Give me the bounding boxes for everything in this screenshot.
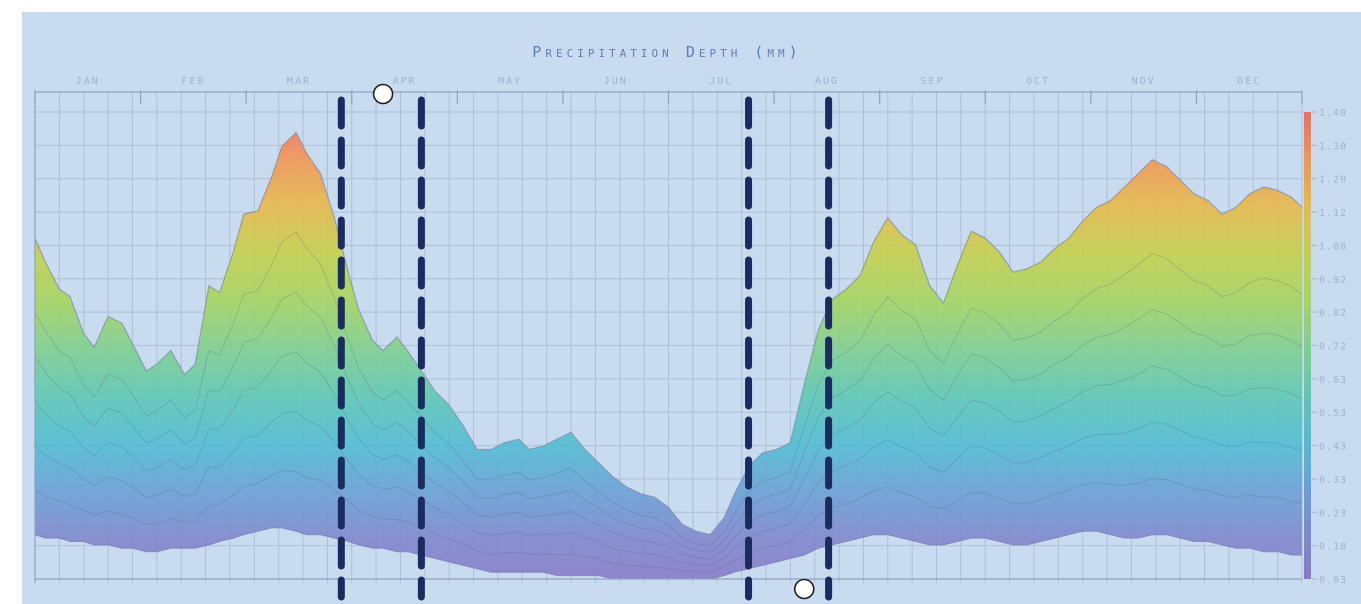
y-tick-labels: 1.40 1.30 1.20 1.12 1.08 0.92 0.82 0.72 0.63 0.53… [1312,108,1347,586]
month-label: APR [393,76,417,87]
month-label: NOV [1132,76,1156,87]
chart-title: Precipitation Depth (mm) [532,43,801,61]
marked-point [372,83,394,105]
marker-layer [337,83,833,601]
precipitation-chart: Precipitation Depth (mm) JAN FEB MAR APR MAY… [34,43,1347,601]
color-scale [1304,112,1311,579]
y-tick-label: 0.23 [1319,508,1347,519]
month-label: SEP [920,76,944,87]
y-tick-label: 1.40 [1319,108,1347,119]
contour-lines [34,231,1303,573]
precipitation-area [35,132,1302,579]
y-tick-label: 0.03 [1319,575,1347,586]
contour-line [34,231,1303,547]
month-label: FEB [181,76,205,87]
y-tick-label: 0.33 [1319,475,1347,486]
y-tick-label: 0.18 [1319,542,1347,553]
y-tick-label: 0.63 [1319,375,1347,386]
month-label: OCT [1026,76,1050,87]
month-label: JAN [76,76,100,87]
y-tick-label: 0.82 [1319,308,1347,319]
month-label: JUN [604,76,628,87]
y-tick-label: 0.92 [1319,275,1347,286]
y-tick-label: 1.08 [1319,241,1347,252]
y-tick-label: 0.53 [1319,408,1347,419]
contour-line [34,411,1303,567]
chart-panel: Precipitation Depth (mm) JAN FEB MAR APR MAY… [22,12,1361,604]
y-tick-label: 0.72 [1319,342,1347,353]
y-tick-label: 1.20 [1319,175,1347,186]
month-label: DEC [1237,76,1261,87]
month-labels: JAN FEB MAR APR MAY JUN JUL AUG SEP OCT NOV DEC [76,76,1261,87]
contour-line [34,291,1303,553]
precipitation-top-line [34,131,1303,536]
y-tick-label: 0.43 [1319,442,1347,453]
month-label: MAY [498,76,522,87]
month-label: AUG [815,76,839,87]
month-label: MAR [287,76,311,87]
contour-line [34,470,1303,573]
contour-line [34,351,1303,560]
y-tick-label: 1.30 [1319,141,1347,152]
month-label: JUL [709,76,733,87]
axes [34,90,1303,583]
color-scale-bar [1304,112,1311,579]
y-tick-label: 1.12 [1319,208,1347,219]
marked-point [793,578,815,600]
